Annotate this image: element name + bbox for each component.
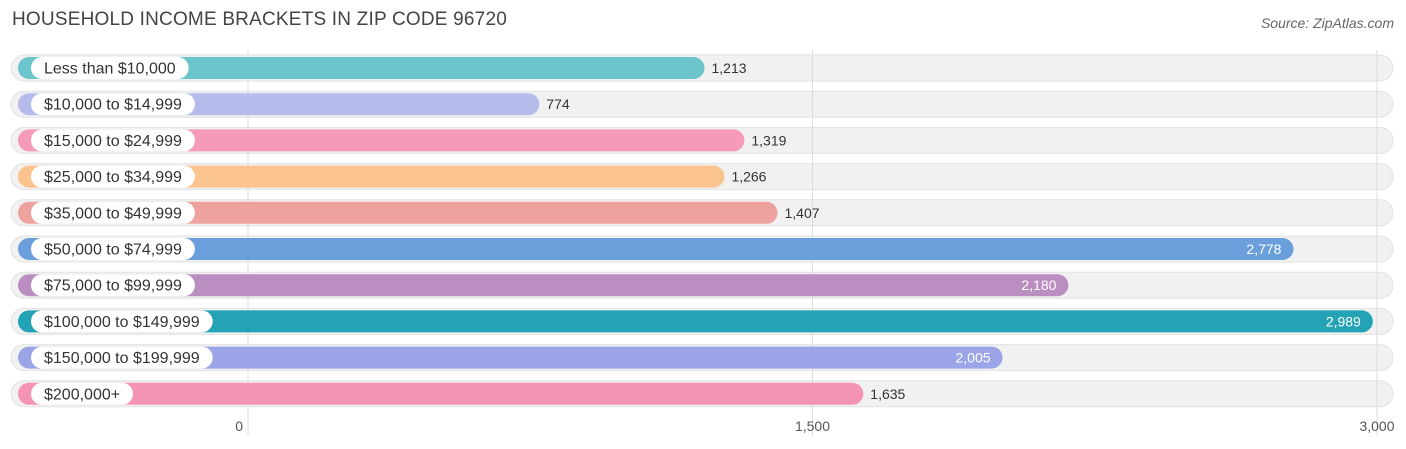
category-label: Less than $10,000 — [44, 61, 176, 78]
value-label: 2,778 — [1246, 241, 1281, 257]
x-tick-label: 3,000 — [1359, 418, 1394, 434]
category-label-pill — [31, 274, 195, 297]
value-label: 1,407 — [785, 205, 820, 221]
bar — [18, 346, 1003, 369]
category-label: $200,000+ — [44, 386, 120, 403]
value-label: 1,213 — [711, 60, 746, 76]
chart-source: Source: ZipAtlas.com — [1260, 15, 1394, 31]
bar — [18, 129, 745, 152]
bar — [18, 274, 1069, 297]
category-label-pill — [31, 129, 195, 152]
category-label-pill — [31, 382, 134, 405]
category-label-pill — [31, 165, 195, 188]
category-label: $10,000 to $14,999 — [44, 97, 182, 114]
category-label-pill — [31, 93, 195, 116]
value-label: 2,005 — [956, 350, 991, 366]
category-label-pill — [31, 201, 195, 224]
category-label-pill — [31, 57, 189, 79]
value-label: 774 — [546, 96, 570, 112]
value-label: 2,180 — [1021, 277, 1056, 293]
bar — [18, 310, 1373, 333]
value-label: 1,266 — [731, 169, 766, 185]
category-label: $15,000 to $24,999 — [44, 133, 182, 150]
x-tick-label: 0 — [235, 418, 243, 434]
bar — [18, 201, 778, 224]
bar — [18, 382, 864, 405]
category-label-pill — [31, 310, 213, 333]
category-label: $35,000 to $49,999 — [44, 205, 182, 222]
category-label: $100,000 to $149,999 — [44, 314, 200, 331]
value-label: 2,989 — [1326, 313, 1361, 329]
category-label: $150,000 to $199,999 — [44, 350, 200, 367]
value-label: 1,635 — [870, 386, 905, 402]
category-label: $50,000 to $74,999 — [44, 242, 182, 259]
category-label-pill — [31, 346, 213, 369]
bar — [18, 57, 705, 79]
bar — [18, 238, 1294, 260]
x-tick-label: 1,500 — [795, 418, 830, 434]
chart-title: HOUSEHOLD INCOME BRACKETS IN ZIP CODE 96… — [12, 9, 507, 30]
category-label: $25,000 to $34,999 — [44, 169, 182, 186]
bar — [18, 165, 725, 188]
category-label-pill — [31, 238, 195, 260]
category-label: $75,000 to $99,999 — [44, 278, 182, 295]
value-label: 1,319 — [751, 132, 786, 148]
